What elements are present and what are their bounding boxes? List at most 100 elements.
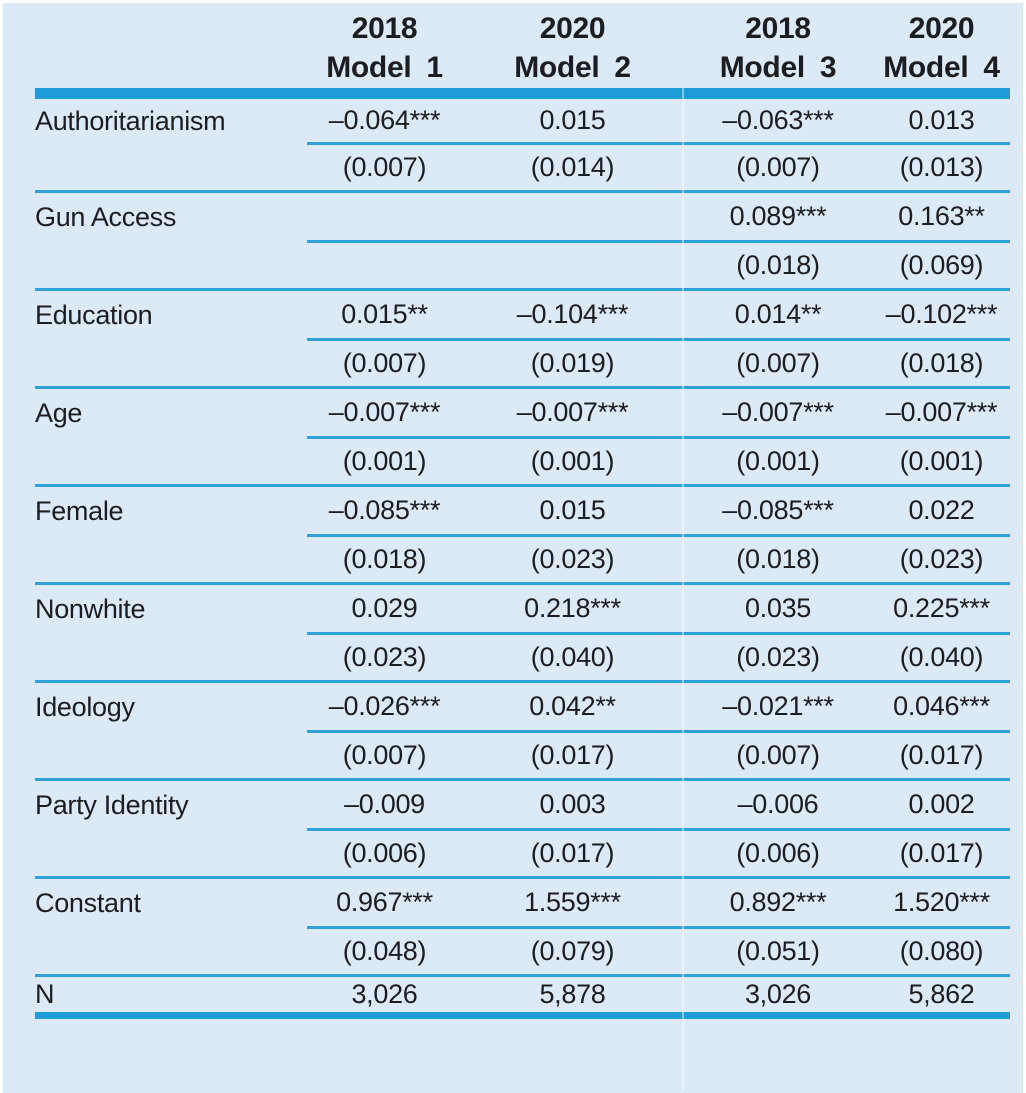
model-label: Model 4: [883, 51, 1000, 84]
table-row-ideology-coef: Ideology –0.026*** 0.042** –0.021*** 0.0…: [35, 681, 1010, 733]
row-label: Party Identity: [35, 789, 189, 820]
se-cell: (0.001): [307, 437, 462, 487]
header-spacer: [35, 3, 307, 99]
row-label: Nonwhite: [35, 593, 146, 624]
table-row-age-coef: Age –0.007*** –0.007*** –0.007*** –0.007…: [35, 387, 1010, 439]
model-label: Model 1: [326, 51, 443, 84]
table-row-authoritarianism-coef: Authoritarianism –0.064*** 0.015 –0.063*…: [35, 93, 1010, 145]
table-row-female-se: (0.018) (0.023) (0.018) (0.023): [35, 535, 1010, 585]
coef-cell: –0.009: [307, 779, 462, 831]
year-label: 2018: [351, 12, 418, 45]
se-cell: (0.001): [873, 437, 1010, 487]
se-cell: (0.001): [683, 437, 873, 487]
row-label: Constant: [35, 887, 141, 918]
se-cell: (0.051): [683, 927, 873, 977]
se-cell: (0.014): [462, 143, 683, 193]
coef-cell: –0.104***: [462, 289, 683, 341]
table-row-gun-access-coef: Gun Access 0.089*** 0.163**: [35, 191, 1010, 243]
se-cell: (0.006): [683, 829, 873, 879]
coef-cell: 0.163**: [873, 191, 1010, 243]
coef-cell: –0.007***: [683, 387, 873, 439]
se-cell: (0.019): [462, 339, 683, 389]
row-label-spacer: [35, 143, 307, 193]
table-row-education-se: (0.007) (0.019) (0.007) (0.018): [35, 339, 1010, 389]
coef-cell: 0.014**: [683, 289, 873, 341]
se-cell: (0.069): [873, 241, 1010, 291]
table-row-n: N 3,026 5,878 3,026 5,862: [35, 975, 1010, 1019]
se-cell: (0.023): [462, 535, 683, 585]
row-label-spacer: [35, 535, 307, 585]
n-cell: 5,878: [462, 975, 683, 1019]
row-label: Education: [35, 299, 153, 330]
coef-cell: [307, 191, 462, 243]
se-cell: (0.017): [462, 829, 683, 879]
table-row-party-identity-coef: Party Identity –0.009 0.003 –0.006 0.002: [35, 779, 1010, 831]
table-row-party-identity-se: (0.006) (0.017) (0.006) (0.017): [35, 829, 1010, 879]
row-label-spacer: [35, 633, 307, 683]
coef-cell: 0.089***: [683, 191, 873, 243]
row-label: Gun Access: [35, 201, 177, 232]
coef-cell: 0.015**: [307, 289, 462, 341]
model-label: Model 2: [514, 51, 631, 84]
coef-cell: 0.892***: [683, 877, 873, 929]
year-label: 2020: [908, 12, 975, 45]
se-cell: (0.079): [462, 927, 683, 977]
se-cell: (0.023): [873, 535, 1010, 585]
model-label: Model 3: [719, 51, 837, 84]
coef-cell: 1.520***: [873, 877, 1010, 929]
regression-table: 2018 Model 1 2020 Model 2 2018 Model 3 2…: [35, 3, 1010, 1019]
header-row: 2018 Model 1 2020 Model 2 2018 Model 3 2…: [35, 3, 1010, 99]
table-row-constant-coef: Constant 0.967*** 1.559*** 0.892*** 1.52…: [35, 877, 1010, 929]
coef-cell: 0.002: [873, 779, 1010, 831]
coef-cell: –0.064***: [307, 93, 462, 145]
table-row-education-coef: Education 0.015** –0.104*** 0.014** –0.1…: [35, 289, 1010, 341]
coef-cell: –0.085***: [683, 485, 873, 537]
row-label-spacer: [35, 437, 307, 487]
n-cell: 5,862: [873, 975, 1010, 1019]
se-cell: [462, 241, 683, 291]
coef-cell: –0.026***: [307, 681, 462, 733]
row-label-spacer: [35, 829, 307, 879]
coef-cell: 0.035: [683, 583, 873, 635]
coef-cell: 0.015: [462, 485, 683, 537]
row-label-spacer: [35, 731, 307, 781]
coef-cell: 0.013: [873, 93, 1010, 145]
row-label-spacer: [35, 927, 307, 977]
se-cell: (0.018): [683, 535, 873, 585]
row-label: Age: [35, 397, 83, 428]
column-header-model-3: 2018 Model 3: [683, 3, 873, 99]
table-row-age-se: (0.001) (0.001) (0.001) (0.001): [35, 437, 1010, 487]
coef-cell: 0.042**: [462, 681, 683, 733]
table-row-nonwhite-se: (0.023) (0.040) (0.023) (0.040): [35, 633, 1010, 683]
table-row-authoritarianism-se: (0.007) (0.014) (0.007) (0.013): [35, 143, 1010, 193]
se-cell: (0.007): [307, 339, 462, 389]
se-cell: (0.080): [873, 927, 1010, 977]
se-cell: (0.048): [307, 927, 462, 977]
n-cell: 3,026: [683, 975, 873, 1019]
se-cell: (0.007): [683, 143, 873, 193]
table-row-gun-access-se: (0.018) (0.069): [35, 241, 1010, 291]
coef-cell: 0.218***: [462, 583, 683, 635]
row-label: Ideology: [35, 691, 135, 722]
year-label: 2018: [745, 12, 811, 45]
coef-cell: 1.559***: [462, 877, 683, 929]
coef-cell: 0.046***: [873, 681, 1010, 733]
se-cell: (0.018): [307, 535, 462, 585]
se-cell: (0.001): [462, 437, 683, 487]
coef-cell: –0.007***: [873, 387, 1010, 439]
se-cell: (0.017): [873, 829, 1010, 879]
column-header-model-4: 2020 Model 4: [873, 3, 1010, 99]
se-cell: (0.023): [307, 633, 462, 683]
column-header-model-1: 2018 Model 1: [307, 3, 462, 99]
se-cell: (0.018): [683, 241, 873, 291]
se-cell: (0.040): [462, 633, 683, 683]
column-header-model-2: 2020 Model 2: [462, 3, 683, 99]
coef-cell: 0.022: [873, 485, 1010, 537]
se-cell: (0.023): [683, 633, 873, 683]
coef-cell: –0.007***: [307, 387, 462, 439]
coef-cell: [462, 191, 683, 243]
row-label: Female: [35, 495, 124, 526]
row-label-spacer: [35, 339, 307, 389]
year-label: 2020: [539, 12, 606, 45]
coef-cell: –0.006: [683, 779, 873, 831]
